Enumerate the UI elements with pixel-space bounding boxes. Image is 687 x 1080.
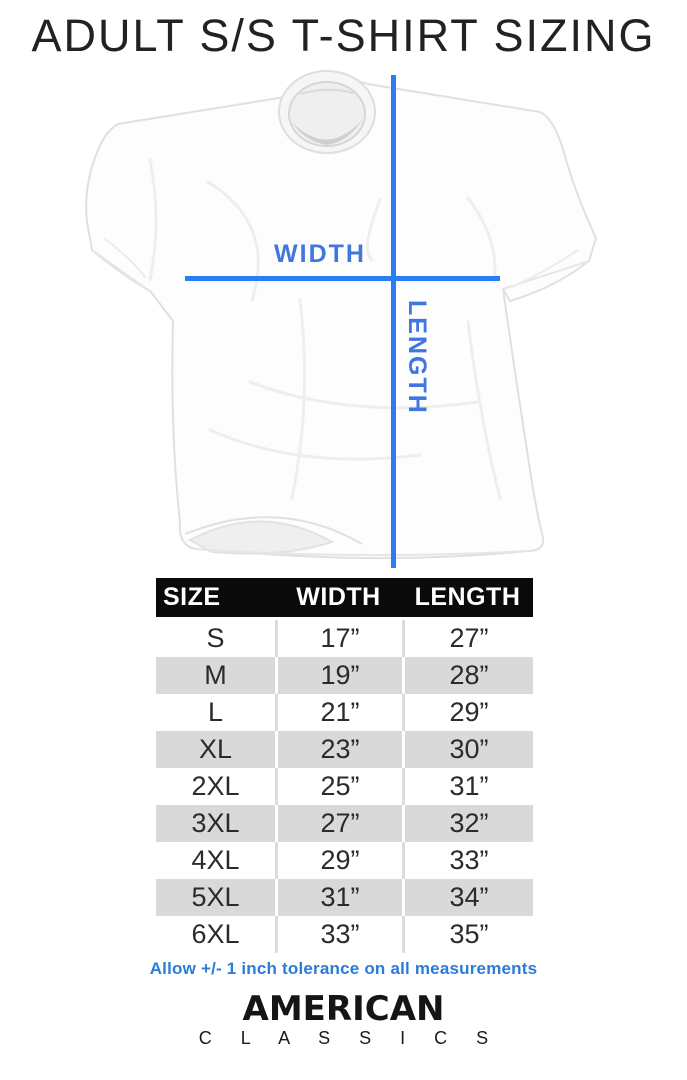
- table-cell: M: [156, 657, 275, 694]
- length-label: LENGTH: [403, 300, 431, 415]
- table-cell: 27”: [275, 805, 402, 842]
- table-cell: 25”: [275, 768, 402, 805]
- size-table: SIZE WIDTH LENGTH S 17” 27” M 19” 28” L 21” 29” XL 2…: [156, 578, 533, 953]
- width-label: WIDTH: [274, 240, 366, 268]
- column-header: SIZE: [156, 578, 275, 620]
- table-cell: 33”: [402, 842, 533, 879]
- table-cell: 31”: [275, 879, 402, 916]
- table-cell: 29”: [402, 694, 533, 731]
- table-cell: 17”: [275, 620, 402, 657]
- table-cell: 19”: [275, 657, 402, 694]
- table-cell: 33”: [275, 916, 402, 953]
- table-cell: 31”: [402, 768, 533, 805]
- table-cell: 29”: [275, 842, 402, 879]
- table-cell: 6XL: [156, 916, 275, 953]
- table-cell: 35”: [402, 916, 533, 953]
- table-row: 2XL 25” 31”: [156, 768, 533, 805]
- table-row: XL 23” 30”: [156, 731, 533, 768]
- table-cell: 27”: [402, 620, 533, 657]
- table-row: L 21” 29”: [156, 694, 533, 731]
- table-cell: 30”: [402, 731, 533, 768]
- table-row: 6XL 33” 35”: [156, 916, 533, 953]
- column-header: WIDTH: [275, 578, 402, 620]
- page-title: ADULT S/S T-SHIRT SIZING: [31, 10, 656, 61]
- table-cell: 21”: [275, 694, 402, 731]
- size-table-wrap: SIZE WIDTH LENGTH S 17” 27” M 19” 28” L 21” 29” XL 2…: [156, 578, 533, 953]
- table-cell: XL: [156, 731, 275, 768]
- table-cell: 2XL: [156, 768, 275, 805]
- table-cell: 4XL: [156, 842, 275, 879]
- size-table-body: S 17” 27” M 19” 28” L 21” 29” XL 23” 30” 2XL 25” 31” 3X…: [156, 620, 533, 953]
- length-measure-line: [391, 75, 396, 568]
- table-row: 4XL 29” 33”: [156, 842, 533, 879]
- table-row: S 17” 27”: [156, 620, 533, 657]
- table-cell: L: [156, 694, 275, 731]
- tshirt-figure: WIDTH LENGTH: [85, 70, 597, 568]
- table-cell: 3XL: [156, 805, 275, 842]
- brand-logo: AMERICAN C L A S S I C S: [0, 992, 687, 1047]
- tshirt-photo: [85, 70, 597, 560]
- brand-name-secondary: C L A S S I C S: [198, 1028, 501, 1048]
- table-cell: 32”: [402, 805, 533, 842]
- table-row: M 19” 28”: [156, 657, 533, 694]
- table-cell: 34”: [402, 879, 533, 916]
- column-header: LENGTH: [402, 578, 533, 620]
- brand-name-primary: AMERICAN: [242, 989, 445, 1029]
- table-row: 5XL 31” 34”: [156, 879, 533, 916]
- table-cell: S: [156, 620, 275, 657]
- table-cell: 28”: [402, 657, 533, 694]
- width-measure-line: [185, 276, 500, 281]
- table-cell: 23”: [275, 731, 402, 768]
- table-cell: 5XL: [156, 879, 275, 916]
- tolerance-note: Allow +/- 1 inch tolerance on all measur…: [149, 959, 538, 978]
- table-header-row: SIZE WIDTH LENGTH: [156, 578, 533, 620]
- table-row: 3XL 27” 32”: [156, 805, 533, 842]
